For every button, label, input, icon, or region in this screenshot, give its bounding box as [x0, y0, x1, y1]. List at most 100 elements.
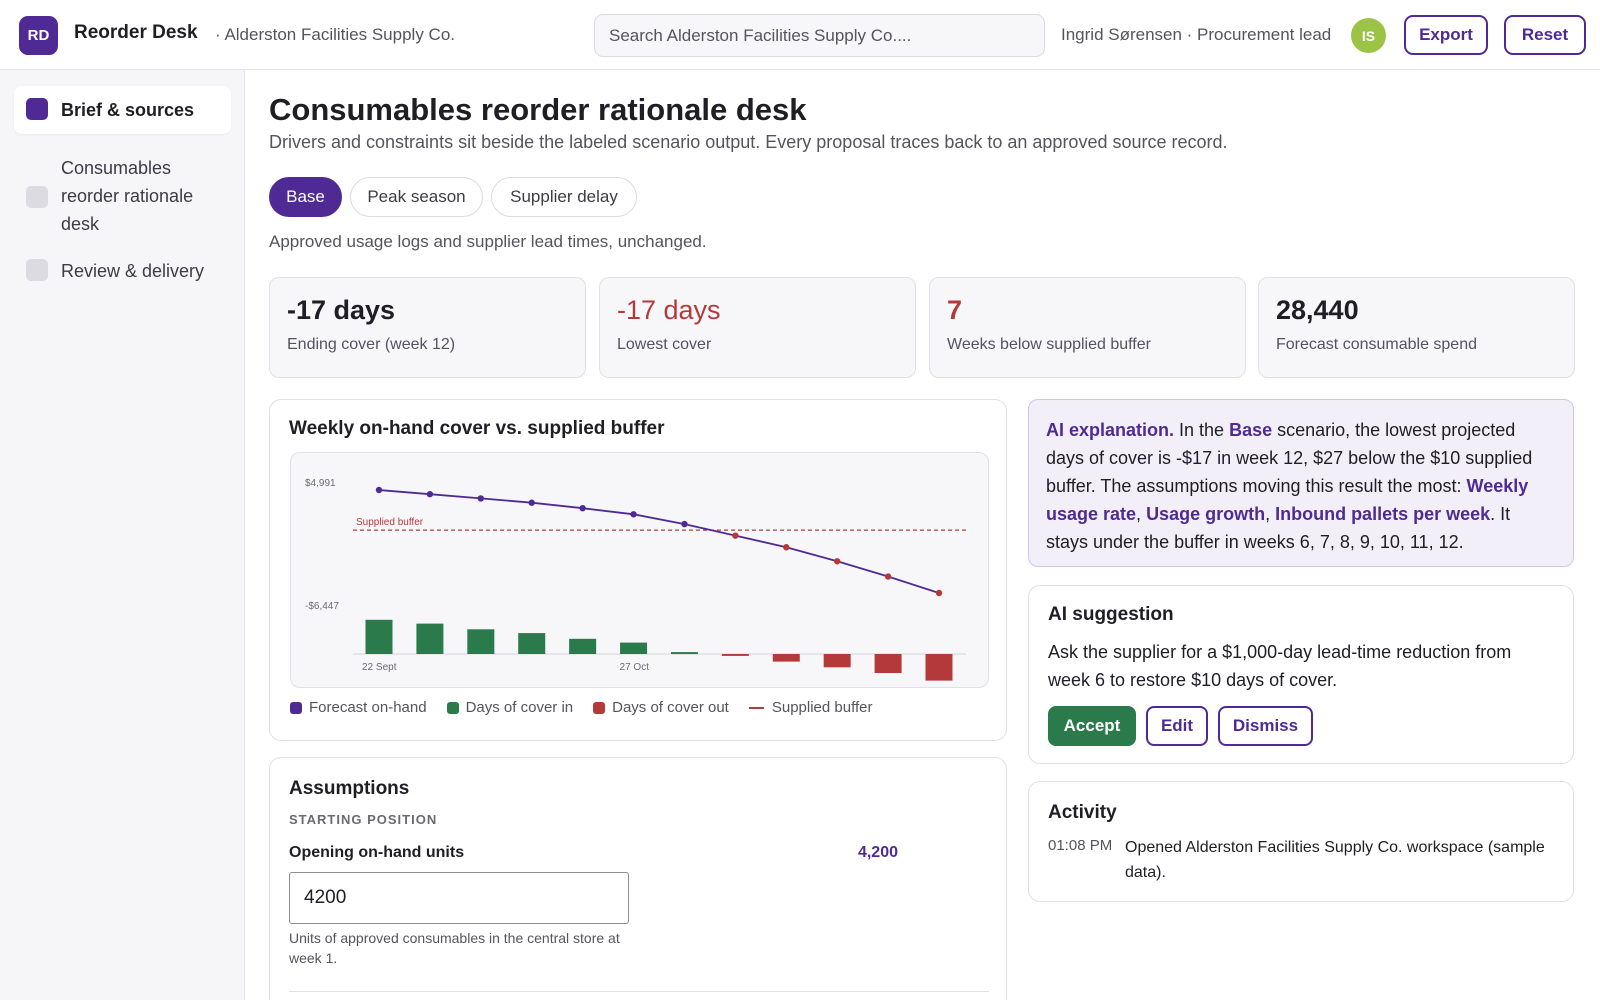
forecast-point — [375, 486, 383, 494]
ai-suggestion-text: Ask the supplier for a $1,000-day lead-t… — [1048, 642, 1512, 690]
forecast-point — [630, 511, 637, 518]
scenario-tab-supplier-delay[interactable]: Supplier delay — [491, 177, 637, 217]
driver-inbound-pallets[interactable]: Inbound pallets per week — [1275, 504, 1491, 524]
y-tick-label: $4,991 — [305, 478, 336, 489]
accept-button[interactable]: Accept — [1048, 706, 1136, 746]
assumptions-card: Assumptions STARTING POSITION Opening on… — [269, 757, 1007, 1000]
scenario-tab-base[interactable]: Base — [269, 177, 342, 217]
explanation-text: In the — [1174, 420, 1230, 440]
bar-cover-in — [416, 623, 444, 654]
step-check-icon — [26, 186, 48, 208]
forecast-point — [884, 573, 892, 580]
forecast-point — [579, 504, 586, 512]
sidebar-item-review[interactable]: Review & delivery — [14, 247, 231, 295]
forecast-point — [477, 495, 485, 502]
legend-label: Forecast on-hand — [309, 699, 427, 716]
dismiss-button[interactable]: Dismiss — [1218, 706, 1313, 746]
legend-swatch — [446, 701, 459, 714]
legend-swatch — [290, 701, 302, 714]
chart-legend: Forecast on-hand Days of cover in Days o… — [290, 699, 892, 716]
forecast-point — [935, 589, 943, 597]
sidebar: Brief & sources Consumables reorder rati… — [0, 70, 245, 1000]
bar-cover-in — [467, 629, 495, 654]
sidebar-item-rationale-desk[interactable]: Consumables reorder rationale desk — [14, 144, 231, 248]
chart-title: Weekly on-hand cover vs. supplied buffer — [289, 418, 665, 439]
legend-label: Days of cover out — [612, 699, 729, 716]
kpi-value: -17 days — [287, 295, 396, 325]
bar-cover-out — [721, 654, 749, 656]
avatar[interactable]: IS — [1351, 18, 1386, 53]
bar-cover-in — [620, 642, 648, 654]
legend-swatch — [593, 701, 606, 714]
forecast-point — [732, 532, 739, 539]
forecast-line — [378, 489, 940, 594]
forecast-point — [426, 490, 434, 498]
reset-button[interactable]: Reset — [1504, 15, 1586, 55]
bar-cover-in — [569, 638, 597, 654]
bar-cover-out — [823, 654, 851, 668]
export-button[interactable]: Export — [1404, 15, 1488, 55]
separator: , — [1265, 504, 1276, 524]
x-tick-label: 22 Sept — [362, 662, 397, 673]
kpi-value: -17 days — [617, 295, 721, 325]
kpi-value: 7 — [947, 295, 963, 325]
activity-text: Opened Alderston Facilities Supply Co. w… — [1125, 839, 1545, 881]
chart-area: $4,991 -$6,447 Supplied buffer 22 Sept 27 Oc… — [290, 452, 989, 688]
edit-button[interactable]: Edit — [1146, 706, 1208, 746]
bar-cover-in — [670, 652, 698, 654]
forecast-point — [783, 544, 790, 551]
section-heading: STARTING POSITION — [289, 812, 438, 827]
driver-usage-growth[interactable]: Usage growth — [1146, 504, 1266, 524]
kpi-ending-cover: -17 days Ending cover (week 12) — [269, 277, 586, 378]
sidebar-item-label: Review & delivery — [61, 261, 205, 281]
org-name: · Alderston Facilities Supply Co. — [215, 25, 455, 44]
sidebar-item-brief[interactable]: Brief & sources — [14, 86, 231, 134]
divider — [289, 991, 989, 992]
user-name: Ingrid Sørensen · Procurement lead — [1061, 25, 1332, 44]
page-subtitle: Drivers and constraints sit beside the l… — [269, 132, 1228, 152]
bar-cover-out — [874, 654, 902, 673]
assumptions-title: Assumptions — [289, 778, 410, 799]
step-check-icon — [26, 98, 48, 120]
opening-units-input[interactable] — [289, 872, 629, 924]
legend-item-cover-in: Days of cover in — [446, 699, 574, 716]
separator: , — [1136, 504, 1147, 524]
sidebar-item-label: Brief & sources — [61, 100, 195, 120]
scenario-description: Approved usage logs and supplier lead ti… — [269, 232, 707, 251]
forecast-point — [681, 520, 688, 528]
scenario-tab-peak-season[interactable]: Peak season — [350, 177, 483, 217]
ai-explanation: AI explanation. In the Base scenario, th… — [1028, 399, 1574, 567]
kpi-label: Forecast consumable spend — [1276, 336, 1477, 353]
activity-card: Activity 01:08 PM Opened Alderston Facil… — [1028, 781, 1574, 902]
kpi-label: Lowest cover — [617, 336, 712, 353]
buffer-label: Supplied buffer — [356, 517, 424, 528]
forecast-point — [833, 558, 841, 565]
legend-item-forecast: Forecast on-hand — [290, 699, 427, 716]
app-logo: RD — [19, 16, 58, 55]
kpi-weeks-below-buffer: 7 Weeks below supplied buffer — [929, 277, 1246, 378]
legend-label: Days of cover in — [465, 699, 574, 716]
step-check-icon — [26, 259, 48, 281]
legend-label: Supplied buffer — [771, 699, 873, 716]
chart-card: Weekly on-hand cover vs. supplied buffer… — [269, 399, 1007, 741]
bar-cover-out — [772, 654, 800, 662]
scenario-highlight: Base — [1229, 420, 1273, 440]
kpi-label: Ending cover (week 12) — [287, 336, 456, 353]
x-tick-label: 27 Oct — [620, 662, 650, 673]
top-bar: RD Reorder Desk · Alderston Facilities S… — [0, 0, 1600, 70]
kpi-label: Weeks below supplied buffer — [947, 336, 1151, 353]
sidebar-item-label: Consumables reorder rationale desk — [61, 158, 194, 234]
cover-chart: $4,991 -$6,447 Supplied buffer 22 Sept 27 Oc… — [305, 478, 966, 681]
driver-weekly-usage[interactable]: Weekly usage rate — [1046, 476, 1529, 524]
bar-cover-in — [365, 619, 393, 654]
ai-suggestion-title: AI suggestion — [1048, 604, 1174, 625]
ai-explanation-label: AI explanation. — [1046, 420, 1175, 440]
bar-cover-out — [925, 654, 953, 681]
app-name: Reorder Desk — [74, 22, 198, 43]
search-input[interactable]: Search Alderston Facilities Supply Co...… — [594, 14, 1045, 57]
ai-suggestion-card: AI suggestion Ask the supplier for a $1,… — [1028, 585, 1574, 764]
activity-title: Activity — [1048, 802, 1117, 823]
forecast-point — [528, 499, 535, 506]
kpi-lowest-cover: -17 days Lowest cover — [599, 277, 916, 378]
y-tick-label: -$6,447 — [305, 601, 339, 612]
